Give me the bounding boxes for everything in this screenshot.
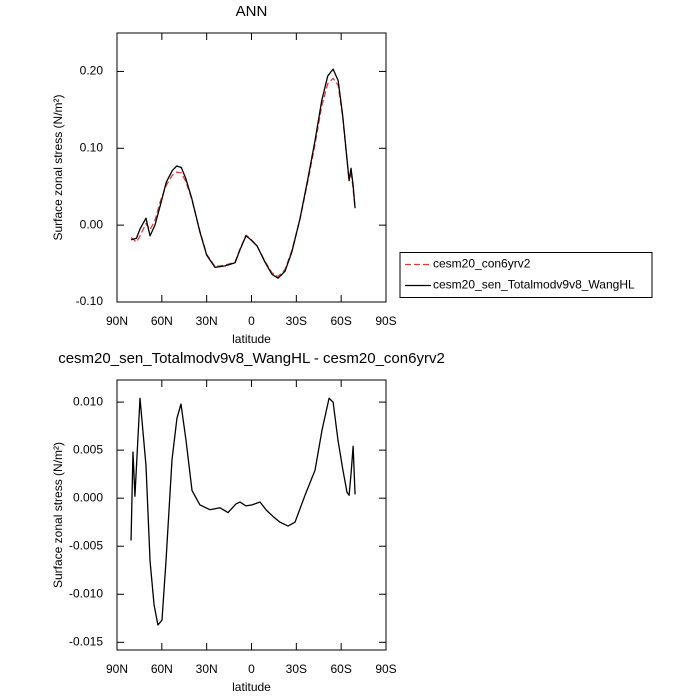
y-tick-label: -0.010 [69,586,103,600]
x-tick-label: 30N [196,314,218,328]
x-tick-label: 60S [330,314,351,328]
y-tick-label: 0.005 [73,442,103,456]
data-line [130,77,356,278]
y-axis-label: Surface zonal stress (N/m²) [51,442,65,588]
legend-box [399,252,653,298]
y-tick-label: 0.00 [80,217,104,231]
y-tick-label: 0.10 [80,140,104,154]
x-tick-label: 60S [330,662,351,676]
data-line [130,397,356,626]
x-tick-label: 30N [196,662,218,676]
x-tick-label: 90S [375,314,396,328]
chart-title: ANN [236,3,268,20]
x-axis-label: latitude [232,332,271,346]
y-tick-label: -0.10 [76,294,104,308]
x-tick-label: 30S [286,662,307,676]
y-tick-label: 0.010 [73,394,103,408]
y-tick-label: 0.000 [73,490,103,504]
x-tick-label: 0 [248,662,255,676]
legend-label: cesm20_sen_Totalmodv9v8_WangHL [433,278,635,292]
x-tick-label: 30S [286,314,307,328]
x-axis-label: latitude [232,680,271,694]
x-tick-label: 0 [248,314,255,328]
plot: cesm20_sen_Totalmodv9v8_WangHL - cesm20_… [51,350,445,694]
x-tick-label: 90N [106,314,128,328]
data-line [130,68,356,279]
plot-frame [116,379,387,651]
y-axis-label: Surface zonal stress (N/m²) [51,94,65,240]
x-tick-label: 60N [151,662,173,676]
chart-title: cesm20_sen_Totalmodv9v8_WangHL - cesm20_… [58,350,445,367]
y-tick-label: 0.20 [80,64,104,78]
y-tick-label: -0.005 [69,538,103,552]
plot: ANN 90N 60N 30N 0 30S 60S 90S -0.10 0.00 0.10 0.20 l… [51,3,653,346]
x-tick-label: 90N [106,662,128,676]
legend-label: cesm20_con6yrv2 [433,257,531,271]
y-tick-label: -0.015 [69,634,103,648]
x-tick-label: 60N [151,314,173,328]
x-tick-label: 90S [375,662,396,676]
plot-frame [116,32,387,303]
